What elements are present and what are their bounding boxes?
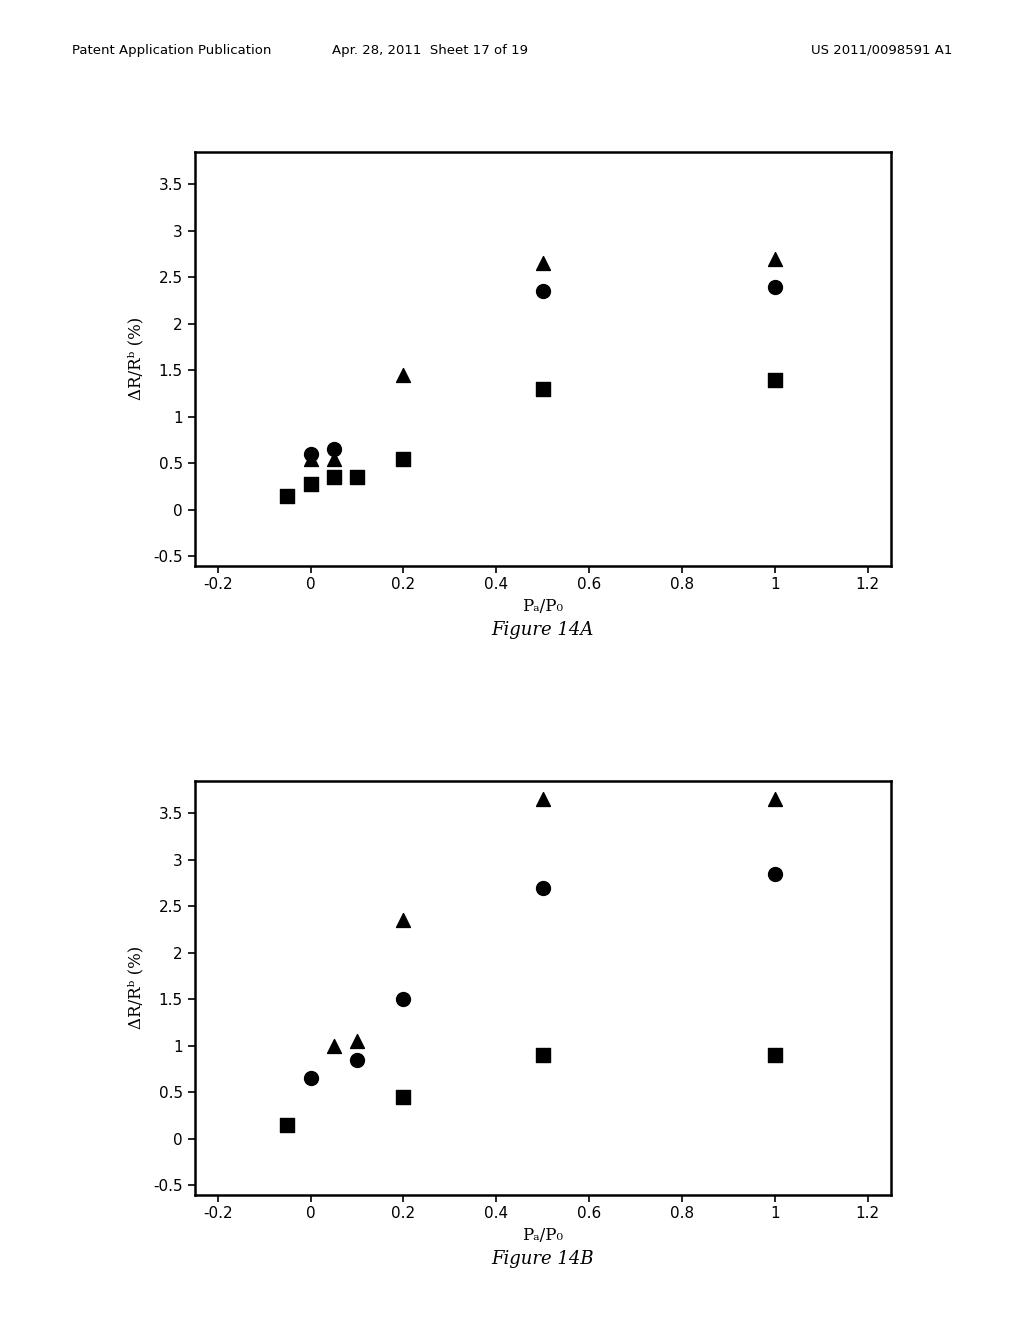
Point [535, 281, 551, 302]
Point [395, 989, 412, 1010]
Point [280, 1114, 296, 1135]
Point [326, 447, 342, 469]
Point [767, 248, 783, 269]
X-axis label: Pₐ/P₀: Pₐ/P₀ [522, 1228, 563, 1243]
Y-axis label: ΔR/Rᵇ (%): ΔR/Rᵇ (%) [128, 317, 144, 400]
Point [280, 486, 296, 507]
Text: Figure 14B: Figure 14B [492, 1250, 594, 1269]
Point [349, 1031, 366, 1052]
Point [535, 878, 551, 899]
Point [395, 364, 412, 385]
Point [326, 438, 342, 459]
Point [767, 276, 783, 297]
Point [349, 1049, 366, 1071]
Point [767, 789, 783, 810]
Point [326, 467, 342, 488]
Point [302, 447, 318, 469]
Point [535, 253, 551, 275]
Text: Figure 14A: Figure 14A [492, 620, 594, 639]
Point [535, 789, 551, 810]
Text: US 2011/0098591 A1: US 2011/0098591 A1 [811, 44, 952, 57]
Point [395, 447, 412, 469]
Point [302, 1068, 318, 1089]
Point [349, 467, 366, 488]
Point [302, 473, 318, 494]
Point [767, 1044, 783, 1065]
Text: Apr. 28, 2011  Sheet 17 of 19: Apr. 28, 2011 Sheet 17 of 19 [332, 44, 528, 57]
Point [535, 379, 551, 400]
Text: Patent Application Publication: Patent Application Publication [72, 44, 271, 57]
Point [302, 444, 318, 465]
Point [767, 863, 783, 884]
X-axis label: Pₐ/P₀: Pₐ/P₀ [522, 598, 563, 615]
Point [535, 1044, 551, 1065]
Point [395, 909, 412, 931]
Y-axis label: ΔR/Rᵇ (%): ΔR/Rᵇ (%) [128, 946, 144, 1030]
Point [326, 1035, 342, 1056]
Point [395, 1086, 412, 1107]
Point [767, 370, 783, 391]
